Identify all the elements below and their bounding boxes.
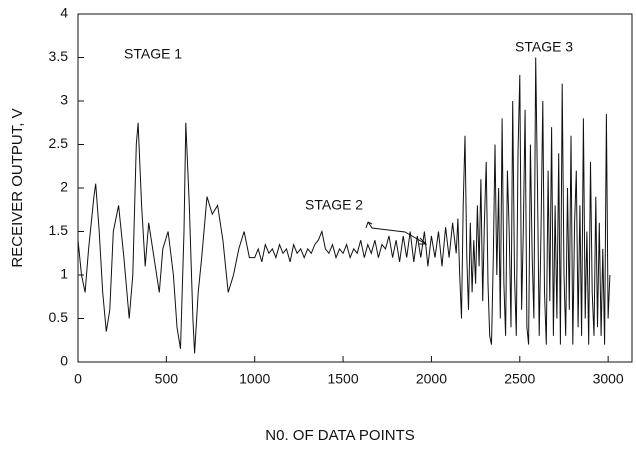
- x-tick-label: 1500: [327, 371, 358, 387]
- y-axis-label: RECEIVER OUTPUT, V: [9, 108, 26, 267]
- y-tick-label: 2.5: [49, 135, 69, 151]
- plot-frame: [77, 13, 633, 363]
- annotation: STAGE 2: [305, 197, 363, 213]
- y-tick-label: 1: [60, 266, 68, 282]
- x-tick-label: 0: [74, 371, 82, 387]
- annotation: STAGE 1: [124, 46, 182, 62]
- x-axis-label: N0. OF DATA POINTS: [265, 427, 414, 444]
- x-tick-label: 500: [155, 371, 179, 387]
- y-tick-label: 4: [60, 5, 68, 21]
- y-tick-label: 0: [60, 353, 68, 369]
- x-tick-label: 3000: [593, 371, 624, 387]
- x-tick-label: 2500: [504, 371, 535, 387]
- y-tick-label: 3.5: [49, 48, 69, 64]
- signal-line: [77, 57, 611, 354]
- y-tick-label: 3: [60, 92, 68, 108]
- y-tick-label: 2: [60, 179, 68, 195]
- y-tick-label: 1.5: [49, 222, 69, 238]
- annotation: STAGE 3: [515, 39, 573, 55]
- x-tick-label: 2000: [416, 371, 447, 387]
- x-tick-label: 1000: [239, 371, 270, 387]
- y-tick-label: 0.5: [49, 309, 69, 325]
